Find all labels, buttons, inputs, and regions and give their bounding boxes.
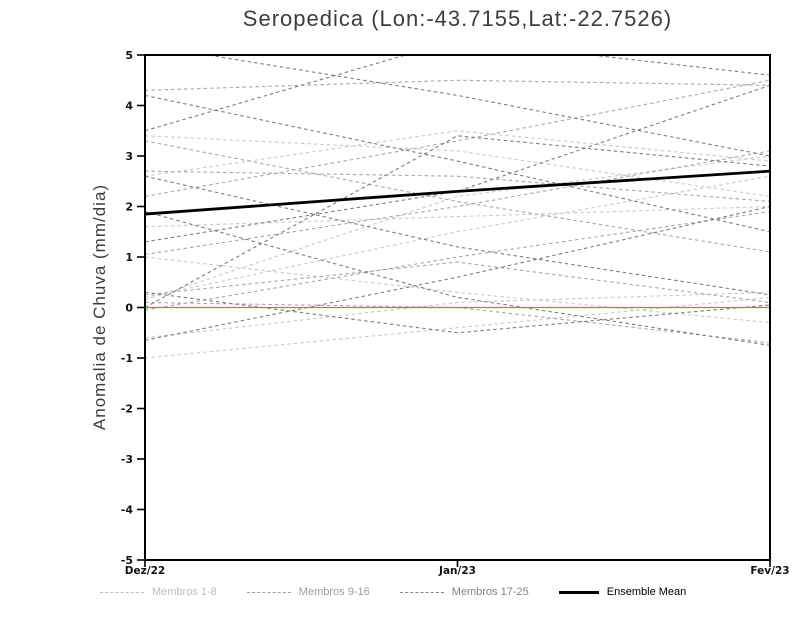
- member-line: [204, 55, 770, 157]
- member-line: [145, 135, 770, 308]
- legend-item-membros-9-16: Membros 9-16: [246, 586, 370, 598]
- x-tick-label: Fev/23: [750, 565, 789, 577]
- legend-label: Membros 17-25: [451, 586, 529, 598]
- member-line: [145, 79, 770, 197]
- member-line: [145, 211, 770, 346]
- member-line: [145, 94, 770, 233]
- y-tick-label: 3: [125, 150, 133, 163]
- y-tick-label: 1: [125, 251, 133, 264]
- legend-item-membros-1-8: Membros 1-8: [100, 586, 217, 598]
- member-line: [145, 175, 770, 298]
- legend-solid-line-sample: [558, 590, 599, 594]
- member-line: [145, 140, 770, 253]
- y-tick-label: 5: [125, 49, 133, 62]
- member-line: [145, 130, 770, 177]
- member-line: [145, 84, 770, 243]
- y-tick-label: -5: [121, 554, 133, 567]
- member-line: [145, 79, 770, 91]
- member-line: [145, 55, 770, 132]
- legend: Membros 1-8 Membros 9-16 Membros 17-25 E…: [100, 586, 780, 598]
- y-tick-label: 0: [125, 302, 133, 315]
- x-tick-label: Dez/22: [125, 565, 165, 577]
- legend-label: Membros 1-8: [152, 586, 217, 598]
- legend-label: Ensemble Mean: [606, 586, 687, 598]
- member-line: [145, 291, 770, 339]
- y-tick-label: -3: [121, 453, 133, 466]
- member-line: [145, 150, 770, 256]
- y-tick-label: 4: [125, 100, 133, 113]
- legend-item-membros-17-25: Membros 17-25: [399, 586, 529, 598]
- x-tick-label: Jan/23: [438, 565, 476, 577]
- member-line: [145, 205, 770, 228]
- y-tick-label: -1: [121, 352, 133, 365]
- member-line: [145, 135, 770, 197]
- legend-dashed-line-sample: [246, 591, 291, 593]
- member-line: [145, 301, 770, 344]
- y-axis-label: Anomalia de Chuva (mm/dia): [90, 183, 109, 431]
- member-line: [145, 170, 770, 202]
- legend-item-ensemble-mean: Ensemble Mean: [558, 586, 687, 598]
- member-line: [145, 175, 770, 296]
- member-line: [145, 211, 770, 311]
- member-line: [145, 291, 770, 334]
- member-line: [145, 205, 770, 341]
- y-tick-label: 2: [125, 201, 133, 214]
- legend-label: Membros 9-16: [298, 586, 370, 598]
- y-tick-label: -2: [121, 403, 133, 416]
- legend-dashed-line-sample: [100, 591, 144, 593]
- member-line: [145, 261, 770, 303]
- chart-title: Seropedica (Lon:-43.7155,Lat:-22.7526): [242, 6, 673, 31]
- member-line: [145, 256, 770, 324]
- legend-dashed-line-sample: [399, 591, 444, 593]
- y-tick-label: -4: [121, 504, 134, 517]
- ensemble-mean-line: [145, 169, 770, 216]
